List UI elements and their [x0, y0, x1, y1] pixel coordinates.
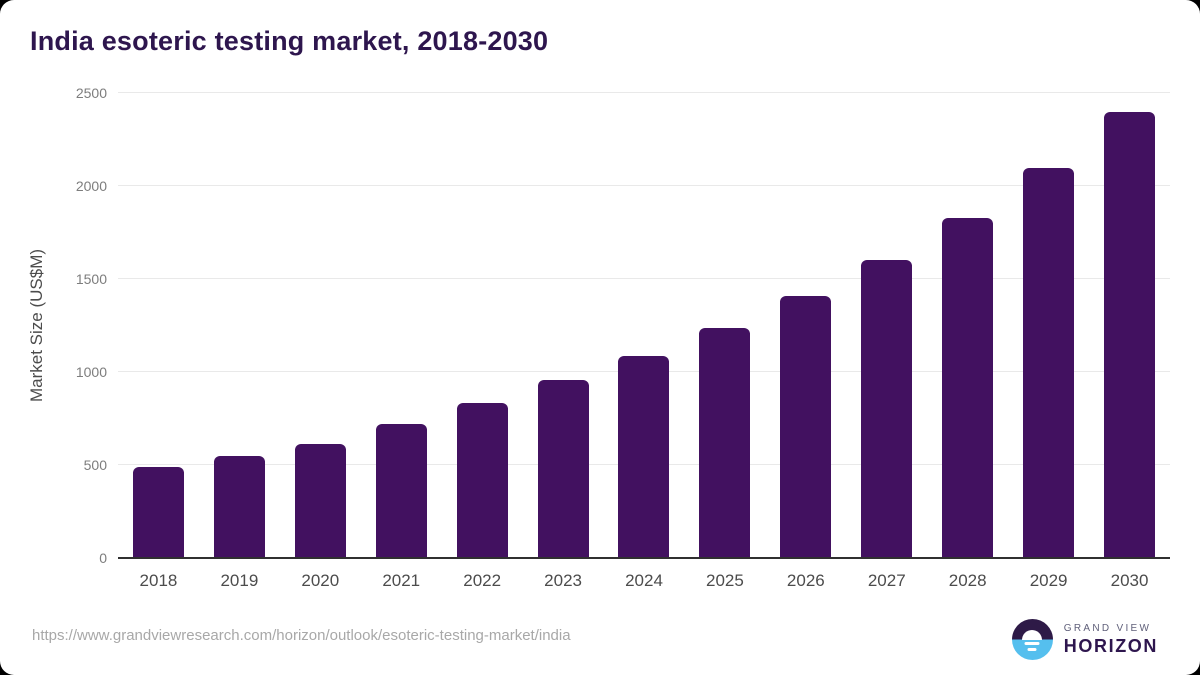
bar-2025 [699, 328, 751, 558]
horizon-sunrise-icon [1011, 619, 1053, 660]
x-tick-label-2025: 2025 [706, 571, 744, 590]
bar-2030 [1104, 111, 1156, 558]
y-tick-label-1000: 1000 [75, 364, 107, 380]
x-tick-label-2019: 2019 [220, 571, 259, 590]
reflection-line-2 [1027, 648, 1037, 651]
bar-2027 [861, 260, 913, 558]
x-tick-label-2027: 2027 [867, 571, 906, 590]
y-axis-tick-labels: 0 500 1000 1500 2000 2500 [0, 86, 107, 565]
logo-horizon-text: HORIZON [1063, 636, 1158, 656]
x-tick-label-2024: 2024 [625, 571, 663, 590]
y-tick-label-1500: 1500 [75, 271, 107, 287]
x-tick-label-2020: 2020 [301, 571, 340, 590]
source-url: https://www.grandviewresearch.com/horizo… [32, 627, 571, 644]
gridline-1500 [118, 278, 1170, 279]
x-tick-label-2028: 2028 [948, 571, 987, 590]
y-tick-label-2000: 2000 [75, 178, 107, 194]
x-tick-label-2022: 2022 [463, 571, 502, 590]
bar-2028 [942, 217, 994, 558]
bar-2018 [132, 466, 184, 558]
bar-2019 [213, 455, 265, 558]
bar-2023 [537, 380, 589, 558]
x-tick-label-2030: 2030 [1110, 571, 1149, 590]
logo-grand-view-text: GRAND VIEW [1063, 623, 1152, 634]
x-tick-label-2026: 2026 [786, 571, 825, 590]
y-tick-label-500: 500 [83, 457, 107, 473]
sun-arch-shape [1022, 629, 1043, 640]
x-tick-label-2029: 2029 [1029, 571, 1068, 590]
gridline-2500 [118, 92, 1170, 93]
x-tick-label-2018: 2018 [139, 571, 178, 590]
x-tick-label-2023: 2023 [544, 571, 582, 590]
bar-2022 [456, 402, 508, 558]
grand-view-horizon-logo: GRAND VIEW HORIZON [1011, 619, 1158, 660]
bar-series [118, 93, 1170, 558]
x-tick-label-2021: 2021 [382, 571, 421, 590]
x-axis-line [118, 557, 1170, 559]
y-tick-label-0: 0 [99, 550, 107, 566]
logo-text: GRAND VIEW HORIZON [1063, 623, 1158, 656]
gridline-2000 [118, 185, 1170, 186]
chart-title: India esoteric testing market, 2018-2030 [30, 26, 549, 56]
x-axis-tick-labels: 2018 2019 2020 2021 2022 2023 2024 2025 2026 2027… [118, 572, 1170, 589]
bar-2021 [375, 424, 427, 558]
plot-area [118, 92, 1170, 559]
bar-2029 [1023, 168, 1075, 558]
reflection-line-1 [1024, 642, 1040, 645]
bar-2020 [294, 443, 346, 558]
bar-2026 [780, 295, 832, 558]
y-tick-label-2500: 2500 [75, 85, 107, 101]
bar-2024 [618, 356, 670, 558]
